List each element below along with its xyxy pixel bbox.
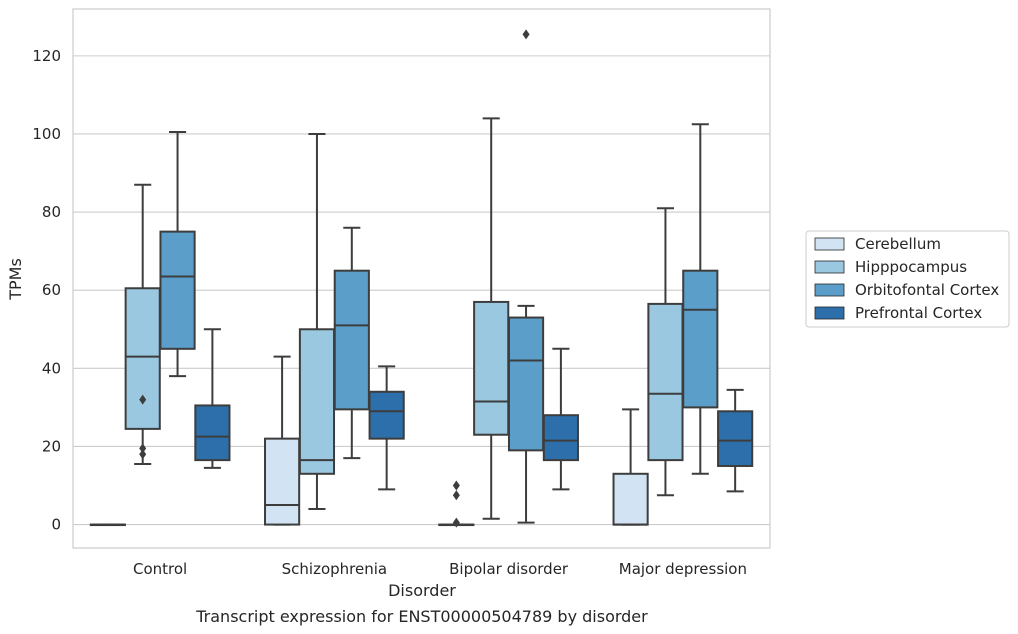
y-tick-label: 0 [51, 516, 61, 534]
legend-swatch [814, 283, 845, 297]
outlier-point [139, 394, 147, 405]
outlier-point [139, 443, 147, 454]
legend-swatch [814, 260, 845, 274]
chart-caption: Transcript expression for ENST0000050478… [195, 607, 648, 626]
box-marks [89, 29, 754, 528]
legend-swatch [814, 306, 845, 320]
box-group [124, 183, 161, 466]
box [717, 410, 754, 467]
box [298, 328, 336, 475]
box [542, 414, 579, 462]
box-group [612, 408, 649, 526]
box-group [473, 117, 510, 520]
legend-label: Orbitofontal Cortex [855, 281, 999, 299]
x-tick-label: Schizophrenia [282, 560, 387, 578]
plot-frame [72, 8, 771, 549]
box-group [368, 365, 405, 491]
legend-label: Cerebellum [855, 235, 941, 253]
box [473, 300, 510, 436]
box-group [717, 388, 754, 493]
box [647, 302, 684, 462]
legend-label: Prefrontal Cortex [855, 304, 982, 322]
box [264, 437, 301, 526]
box [159, 230, 196, 350]
x-tick-label: Bipolar disorder [449, 560, 569, 578]
x-axis-title: Disorder [388, 581, 456, 600]
outlier-point [452, 490, 460, 501]
box [612, 472, 649, 526]
y-axis-title: TPMs [6, 258, 25, 301]
y-tick-label: 40 [42, 359, 61, 377]
y-tick-label: 20 [42, 437, 61, 455]
legend-label: Hipppocampus [855, 258, 967, 276]
box-group [333, 226, 370, 460]
box [682, 269, 719, 409]
box [368, 390, 405, 440]
y-tick-label: 100 [32, 125, 61, 143]
box-group [507, 29, 545, 524]
box [507, 316, 545, 452]
y-tick-labels: 0 20 40 60 80 100 120 [32, 47, 61, 534]
box-group [298, 132, 336, 510]
box-group [647, 207, 684, 497]
outlier-point [139, 449, 147, 460]
box-group [682, 123, 719, 475]
box-group [159, 131, 196, 378]
box-group [194, 328, 231, 469]
legend-swatch [814, 237, 845, 251]
legend-frame [805, 230, 1010, 328]
y-tick-label: 60 [42, 281, 61, 299]
x-tick-labels: Control Schizophrenia Bipolar disorder Majo… [133, 560, 747, 578]
outlier-point [452, 480, 460, 491]
box [333, 269, 370, 411]
box-group [264, 355, 301, 526]
x-tick-label: Major depression [619, 560, 747, 578]
box [124, 287, 161, 430]
y-tick-label: 120 [32, 47, 61, 65]
x-tick-label: Control [133, 560, 187, 578]
y-tick-label: 80 [42, 203, 61, 221]
box-group [438, 480, 475, 528]
box-group [89, 523, 126, 527]
legend: Cerebellum Hipppocampus Orbitofontal Corte… [805, 230, 1010, 328]
outlier-point [452, 517, 460, 528]
box [194, 404, 231, 462]
box-group [542, 347, 579, 491]
outlier-point [522, 29, 530, 40]
